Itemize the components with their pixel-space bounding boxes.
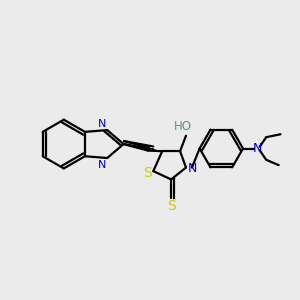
Text: N: N [187,162,196,175]
Text: N: N [98,160,106,170]
Text: N: N [253,142,262,155]
Text: S: S [167,199,176,213]
Text: S: S [144,166,152,180]
Text: HO: HO [174,120,192,133]
Text: N: N [98,118,106,128]
